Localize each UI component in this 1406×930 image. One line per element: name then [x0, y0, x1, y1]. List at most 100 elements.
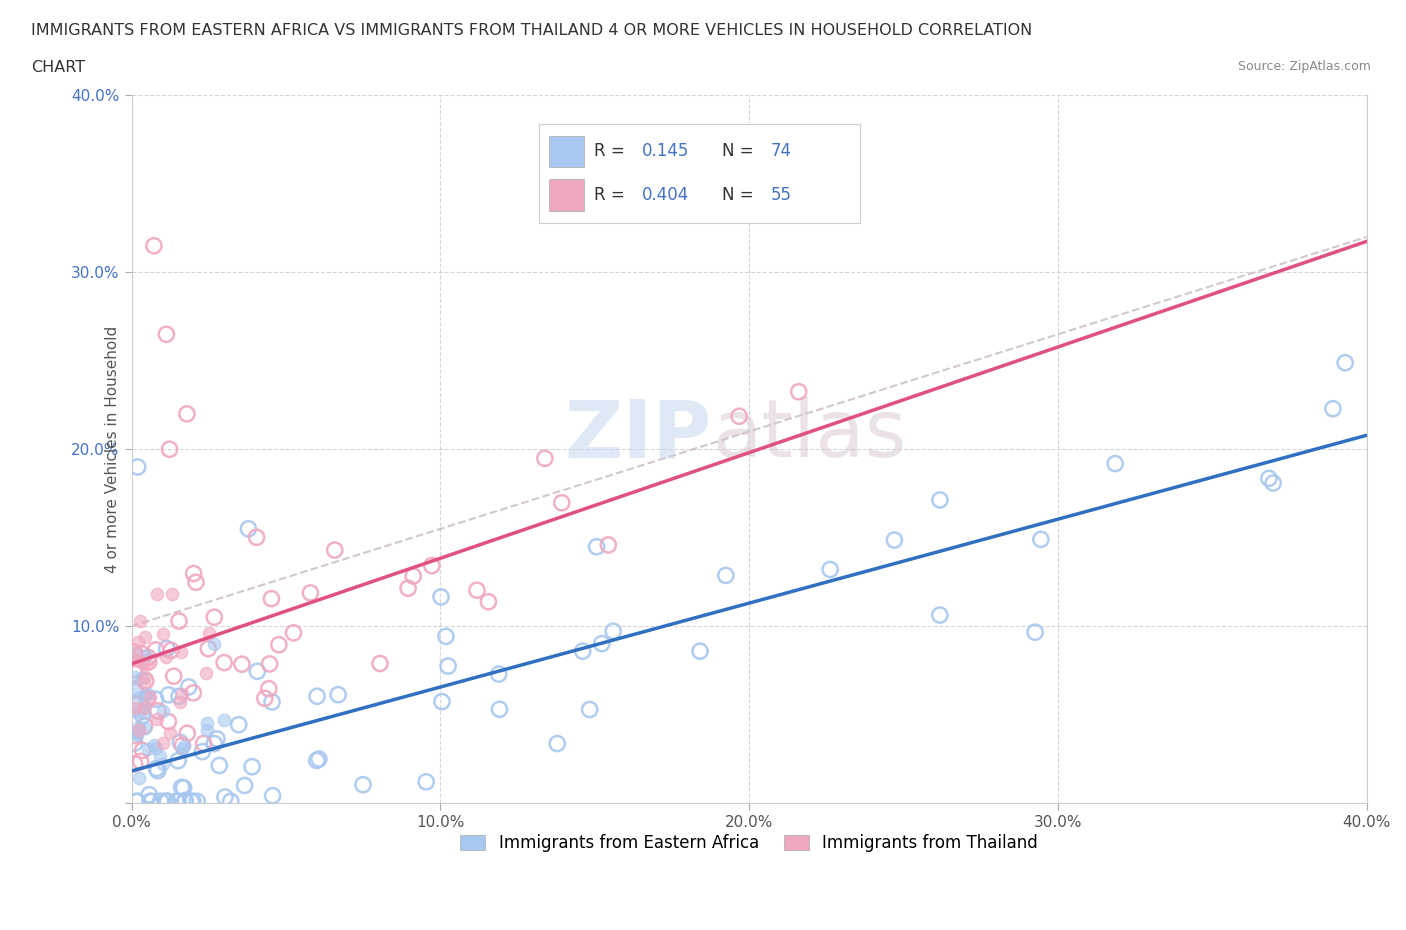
- Point: [430, 694, 453, 709]
- Point: [307, 689, 329, 704]
- Point: [124, 683, 146, 698]
- Point: [124, 653, 146, 668]
- Point: [184, 575, 207, 590]
- Text: CHART: CHART: [31, 60, 84, 75]
- Point: [328, 687, 350, 702]
- Point: [231, 657, 253, 671]
- Point: [437, 658, 460, 673]
- Point: [124, 645, 146, 660]
- Point: [238, 522, 260, 537]
- Point: [202, 637, 225, 652]
- Point: [246, 664, 269, 679]
- Point: [728, 409, 751, 424]
- Point: [578, 702, 600, 717]
- Point: [138, 655, 160, 670]
- Point: [124, 703, 146, 718]
- Point: [156, 794, 179, 809]
- Point: [124, 670, 146, 684]
- Point: [135, 673, 157, 688]
- Point: [165, 794, 187, 809]
- Point: [240, 759, 263, 774]
- Point: [160, 587, 183, 602]
- Point: [149, 749, 172, 764]
- Point: [191, 744, 214, 759]
- Point: [160, 643, 183, 658]
- Point: [128, 771, 150, 786]
- Point: [136, 741, 159, 756]
- Point: [1263, 475, 1285, 490]
- Point: [170, 742, 193, 757]
- Point: [253, 691, 276, 706]
- Point: [396, 581, 419, 596]
- Point: [929, 493, 952, 508]
- Point: [714, 568, 737, 583]
- Text: IMMIGRANTS FROM EASTERN AFRICA VS IMMIGRANTS FROM THAILAND 4 OR MORE VEHICLES IN: IMMIGRANTS FROM EASTERN AFRICA VS IMMIGR…: [31, 23, 1032, 38]
- Point: [233, 778, 256, 793]
- Point: [138, 787, 160, 802]
- Point: [205, 732, 228, 747]
- Text: Source: ZipAtlas.com: Source: ZipAtlas.com: [1237, 60, 1371, 73]
- Point: [138, 687, 160, 702]
- Point: [193, 736, 215, 751]
- Point: [181, 685, 204, 700]
- Point: [146, 703, 169, 718]
- Point: [262, 789, 284, 804]
- Point: [172, 737, 194, 752]
- Point: [153, 794, 176, 809]
- Point: [132, 706, 155, 721]
- Point: [183, 566, 205, 581]
- Point: [170, 644, 193, 659]
- Point: [202, 610, 225, 625]
- Point: [202, 737, 225, 751]
- Point: [159, 442, 181, 457]
- Point: [163, 669, 186, 684]
- Point: [167, 614, 190, 629]
- Point: [928, 607, 950, 622]
- Point: [368, 656, 391, 671]
- Point: [170, 686, 193, 701]
- Point: [155, 326, 177, 341]
- Point: [186, 794, 208, 809]
- Point: [145, 761, 167, 776]
- Point: [176, 726, 198, 741]
- Point: [135, 648, 157, 663]
- Text: ZIP: ZIP: [565, 396, 711, 474]
- Point: [124, 700, 146, 715]
- Point: [402, 568, 425, 583]
- Point: [259, 657, 281, 671]
- Point: [124, 728, 146, 743]
- Point: [420, 558, 443, 573]
- Point: [136, 657, 159, 671]
- Point: [127, 794, 149, 809]
- Point: [152, 736, 174, 751]
- Point: [128, 706, 150, 721]
- Point: [143, 737, 166, 752]
- Point: [124, 756, 146, 771]
- Point: [136, 650, 159, 665]
- Point: [159, 725, 181, 740]
- Point: [155, 649, 177, 664]
- Point: [465, 583, 488, 598]
- Point: [598, 538, 620, 552]
- Point: [818, 562, 841, 577]
- Point: [152, 757, 174, 772]
- Point: [180, 794, 202, 809]
- Point: [132, 676, 155, 691]
- Point: [128, 635, 150, 650]
- Point: [488, 667, 510, 682]
- Point: [228, 717, 250, 732]
- Point: [257, 682, 280, 697]
- Point: [551, 496, 574, 511]
- Point: [208, 758, 231, 773]
- Point: [131, 743, 153, 758]
- Point: [214, 790, 236, 804]
- Point: [124, 646, 146, 661]
- Point: [145, 692, 167, 707]
- Legend: Immigrants from Eastern Africa, Immigrants from Thailand: Immigrants from Eastern Africa, Immigran…: [454, 827, 1045, 858]
- Point: [149, 794, 172, 809]
- Point: [128, 723, 150, 737]
- Point: [267, 637, 290, 652]
- Point: [146, 764, 169, 778]
- Point: [173, 738, 195, 753]
- Point: [176, 406, 198, 421]
